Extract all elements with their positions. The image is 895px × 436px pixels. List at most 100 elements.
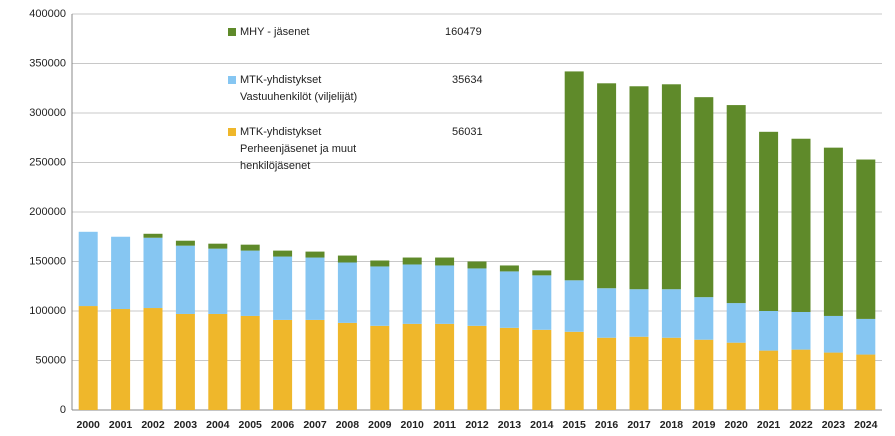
bar-segment (467, 268, 487, 326)
x-tick-label: 2003 (174, 419, 198, 431)
x-tick-label: 2002 (141, 419, 165, 431)
bar-segment (823, 352, 843, 410)
y-tick-label: 200000 (29, 206, 66, 218)
x-tick-label: 2022 (789, 419, 813, 431)
bar-segment (370, 325, 390, 410)
bar-segment (143, 237, 163, 309)
bar-segment (564, 280, 584, 332)
x-tick-label: 2008 (336, 419, 360, 431)
bar-segment (726, 105, 746, 304)
legend-swatch (228, 28, 236, 36)
bar-segment (759, 131, 779, 311)
bar-segment (661, 84, 681, 290)
bar-segment (499, 271, 519, 328)
bar-segment (532, 270, 552, 276)
bar-segment (597, 83, 617, 289)
bar-segment (402, 323, 422, 410)
bar-segment (499, 265, 519, 272)
x-tick-label: 2021 (757, 419, 781, 431)
bar-segment (694, 297, 714, 340)
bar-segment (273, 250, 293, 257)
y-tick-label: 100000 (29, 305, 66, 317)
bar-segment (467, 261, 487, 269)
legend-label: MTK-yhdistykset Perheenjäsenet ja muut h… (240, 126, 357, 172)
bar-segment (823, 147, 843, 316)
legend-label: MTK-yhdistykset Vastuuhenkilöt (viljelij… (240, 74, 358, 103)
bar-segment (78, 306, 98, 410)
bar-segment (111, 309, 131, 410)
y-tick-label: 350000 (29, 57, 66, 69)
bar-segment (597, 337, 617, 410)
x-tick-label: 2012 (465, 419, 489, 431)
bar-segment (273, 319, 293, 410)
bar-segment (143, 233, 163, 238)
bar-segment (143, 308, 163, 410)
y-tick-label: 400000 (29, 8, 66, 20)
bar-segment (435, 257, 455, 266)
x-tick-label: 2010 (401, 419, 425, 431)
bar-segment (240, 250, 260, 316)
bar-segment (175, 240, 195, 246)
bar-segment (759, 350, 779, 410)
x-tick-label: 2009 (368, 419, 392, 431)
bar-segment (856, 318, 876, 355)
x-tick-label: 2018 (660, 419, 684, 431)
bar-segment (467, 325, 487, 410)
x-tick-label: 2017 (627, 419, 651, 431)
bar-segment (370, 260, 390, 267)
bar-segment (337, 262, 357, 323)
bar-segment (694, 97, 714, 298)
x-tick-label: 2020 (725, 419, 749, 431)
bar-segment (532, 329, 552, 410)
bar-segment (305, 319, 325, 410)
bar-segment (175, 313, 195, 410)
bar-segment (856, 159, 876, 319)
bar-segment (208, 313, 228, 410)
bar-segment (823, 315, 843, 353)
bar-segment (791, 349, 811, 410)
bar-segment (629, 86, 649, 290)
x-tick-label: 2006 (271, 419, 295, 431)
bar-segment (726, 303, 746, 343)
x-tick-label: 2014 (530, 419, 554, 431)
x-tick-label: 2001 (109, 419, 133, 431)
bar-segment (499, 327, 519, 410)
bar-segment (305, 251, 325, 258)
bar-segment (337, 322, 357, 410)
bar-segment (370, 266, 390, 326)
bar-segment (337, 255, 357, 263)
x-tick-label: 2015 (563, 419, 587, 431)
bar-segment (791, 311, 811, 350)
x-tick-label: 2024 (854, 419, 878, 431)
bar-segment (208, 243, 228, 249)
bar-segment (856, 354, 876, 410)
bar-segment (532, 275, 552, 330)
annotation: 56031 (452, 126, 483, 138)
bar-segment (111, 236, 131, 310)
y-tick-label: 300000 (29, 107, 66, 119)
bar-segment (305, 257, 325, 320)
bar-segment (564, 331, 584, 410)
x-tick-label: 2013 (498, 419, 522, 431)
y-tick-label: 150000 (29, 255, 66, 267)
bar-segment (629, 336, 649, 410)
bar-segment (240, 315, 260, 410)
bar-segment (240, 244, 260, 251)
bar-segment (759, 311, 779, 351)
bar-segment (694, 339, 714, 410)
x-tick-label: 2019 (692, 419, 716, 431)
bar-segment (661, 337, 681, 410)
x-tick-label: 2005 (239, 419, 263, 431)
bar-segment (273, 256, 293, 320)
annotation: 35634 (452, 74, 483, 86)
x-tick-label: 2023 (822, 419, 846, 431)
bar-segment (402, 257, 422, 265)
y-tick-label: 50000 (35, 354, 66, 366)
bar-segment (435, 265, 455, 324)
bar-segment (78, 231, 98, 307)
x-tick-label: 2011 (433, 419, 456, 431)
x-tick-label: 2004 (206, 419, 230, 431)
legend-swatch (228, 128, 236, 136)
